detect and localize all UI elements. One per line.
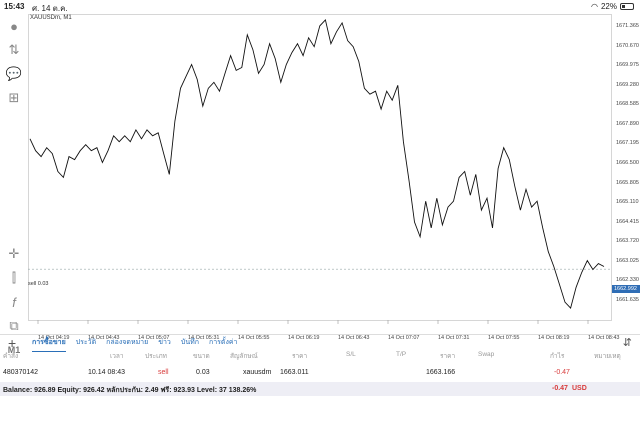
tab-2[interactable]: กล่องจดหมาย [106,339,149,346]
x-tick-label: 14 Oct 07:55 [488,335,520,341]
status-bar: 15:43 ศ. 14 ต.ค. ◠ 22% [0,0,640,14]
y-tick-label: 1667.890 [616,120,639,127]
x-tick-marks [37,320,589,324]
status-right: ◠ 22% [591,2,634,11]
col-price: ราคา [292,353,308,360]
price-chart[interactable]: XAUUSDm, M1 sell 0.03 1671.365 1670.670 16… [28,14,640,341]
x-tick-label: 14 Oct 05:55 [238,335,270,341]
x-tick-label: 14 Oct 08:19 [538,335,570,341]
tab-0[interactable]: การซื้อขาย [32,335,66,352]
y-tick-label: 1669.280 [616,81,639,88]
col-cur-price: ราคา [440,353,456,360]
col-sl: S/L [346,351,356,358]
chart-canvas[interactable] [28,14,640,334]
y-tick-label: 1670.670 [616,42,639,49]
trade-time: 10.14 08:43 [88,369,125,376]
y-tick-label: 1667.195 [616,140,639,147]
trade-order: 480370142 [3,369,39,376]
trade-row[interactable]: 480370142 10.14 08:43 sell 0.03 xauusdm … [0,366,640,380]
battery-percent: 22% [600,2,617,11]
account-icon[interactable]: ● [10,18,18,34]
balance-profit: -0.47 [552,385,568,392]
terminal-tabs-bar: + การซื้อขาย ประวัติ กล่องจดหมาย ข่าว บันทึก… [0,334,640,352]
y-tick-label: 1661.635 [616,297,639,303]
x-tick-label: 14 Oct 07:07 [388,335,420,341]
balance-currency: USD [572,385,587,392]
y-tick-label: 1663.720 [616,238,639,245]
y-tick-label: 1662.330 [616,277,639,284]
trade-cur-price: 1663.166 [426,369,456,376]
x-tick-label: 14 Oct 08:43 [588,335,620,341]
col-time: เวลา [110,353,124,360]
trade-header: คำสั่ง เวลา ประเภท ขนาด สัญลักษณ์ ราคา S… [0,351,640,363]
col-comment: หมายเหตุ [594,353,621,360]
y-tick-label: 1664.415 [616,218,639,225]
new-order-icon[interactable]: ⊞ [8,90,20,105]
status-time: 15:43 [4,2,25,11]
y-tick-label: 1663.025 [616,257,639,264]
col-type: ประเภท [145,353,167,360]
x-tick-label: 14 Oct 07:31 [438,335,470,341]
trade-type: sell [158,369,169,376]
add-icon[interactable]: + [8,335,17,351]
indicators-icon[interactable]: f [12,294,16,310]
terminal-tabs: การซื้อขาย ประวัติ กล่องจดหมาย ข่าว บันทึก กา… [32,335,237,352]
balance-bar: Balance: 926.89 Equity: 926.42 หลักประกั… [0,382,640,396]
x-tick-label: 14 Oct 06:43 [338,335,370,341]
plot-frame [28,14,612,321]
current-price-tag: 1662.992 [612,285,640,293]
price-line [29,18,605,309]
crosshair-icon[interactable]: ✛ [8,246,20,261]
tab-5[interactable]: การตั้งค่า [208,339,238,346]
trade-volume: 0.03 [196,369,210,376]
x-tick-label: 14 Oct 04:43 [88,335,120,341]
x-tick-label: 14 Oct 04:19 [38,335,70,341]
left-toolbar: ● ⇅ 💬 ⊞ ✛ ⫿ f ⧉ M1 [0,14,28,356]
col-order: คำสั่ง [3,353,19,360]
candles-icon[interactable]: ⫿ [11,270,17,285]
tab-4[interactable]: บันทึก [180,339,199,346]
trade-symbol: xauusdm [243,369,272,376]
chat-icon[interactable]: 💬 [5,66,23,81]
trade-price: 1663.011 [280,369,309,376]
col-symbol: สัญลักษณ์ [230,353,258,360]
status-date: ศ. 14 ต.ค. [32,4,68,13]
y-tick-label: 1668.585 [616,101,639,108]
col-swap: Swap [478,351,495,358]
tab-3[interactable]: ข่าว [158,339,171,346]
y-tick-label: 1666.500 [616,160,639,166]
sort-icon[interactable]: ⇵ [622,337,632,349]
col-volume: ขนาด [193,353,210,360]
y-tick-label: 1669.975 [616,62,639,69]
wifi-icon: ◠ [591,2,598,11]
sell-line-label: sell 0.03 [28,281,49,287]
timeframe-button[interactable]: M1 [7,345,21,355]
x-tick-label: 14 Oct 05:31 [188,335,220,341]
x-tick-label: 14 Oct 05:07 [138,335,170,341]
balance-summary: Balance: 926.89 Equity: 926.42 หลักประกั… [3,387,257,394]
battery-icon [620,3,634,10]
trade-profit: -0.47 [554,369,570,376]
col-profit: กำไร [550,353,565,360]
objects-icon[interactable]: ⧉ [9,318,19,333]
chart-symbol: XAUUSDm, M1 [30,15,72,21]
y-tick-label: 1665.110 [616,199,639,206]
trade-arrows-icon[interactable]: ⇅ [8,42,20,57]
x-tick-label: 14 Oct 06:19 [288,335,320,341]
tab-1[interactable]: ประวัติ [75,339,97,346]
y-tick-label: 1671.365 [616,23,639,29]
y-tick-label: 1665.805 [616,179,639,186]
col-tp: T/P [396,351,407,358]
